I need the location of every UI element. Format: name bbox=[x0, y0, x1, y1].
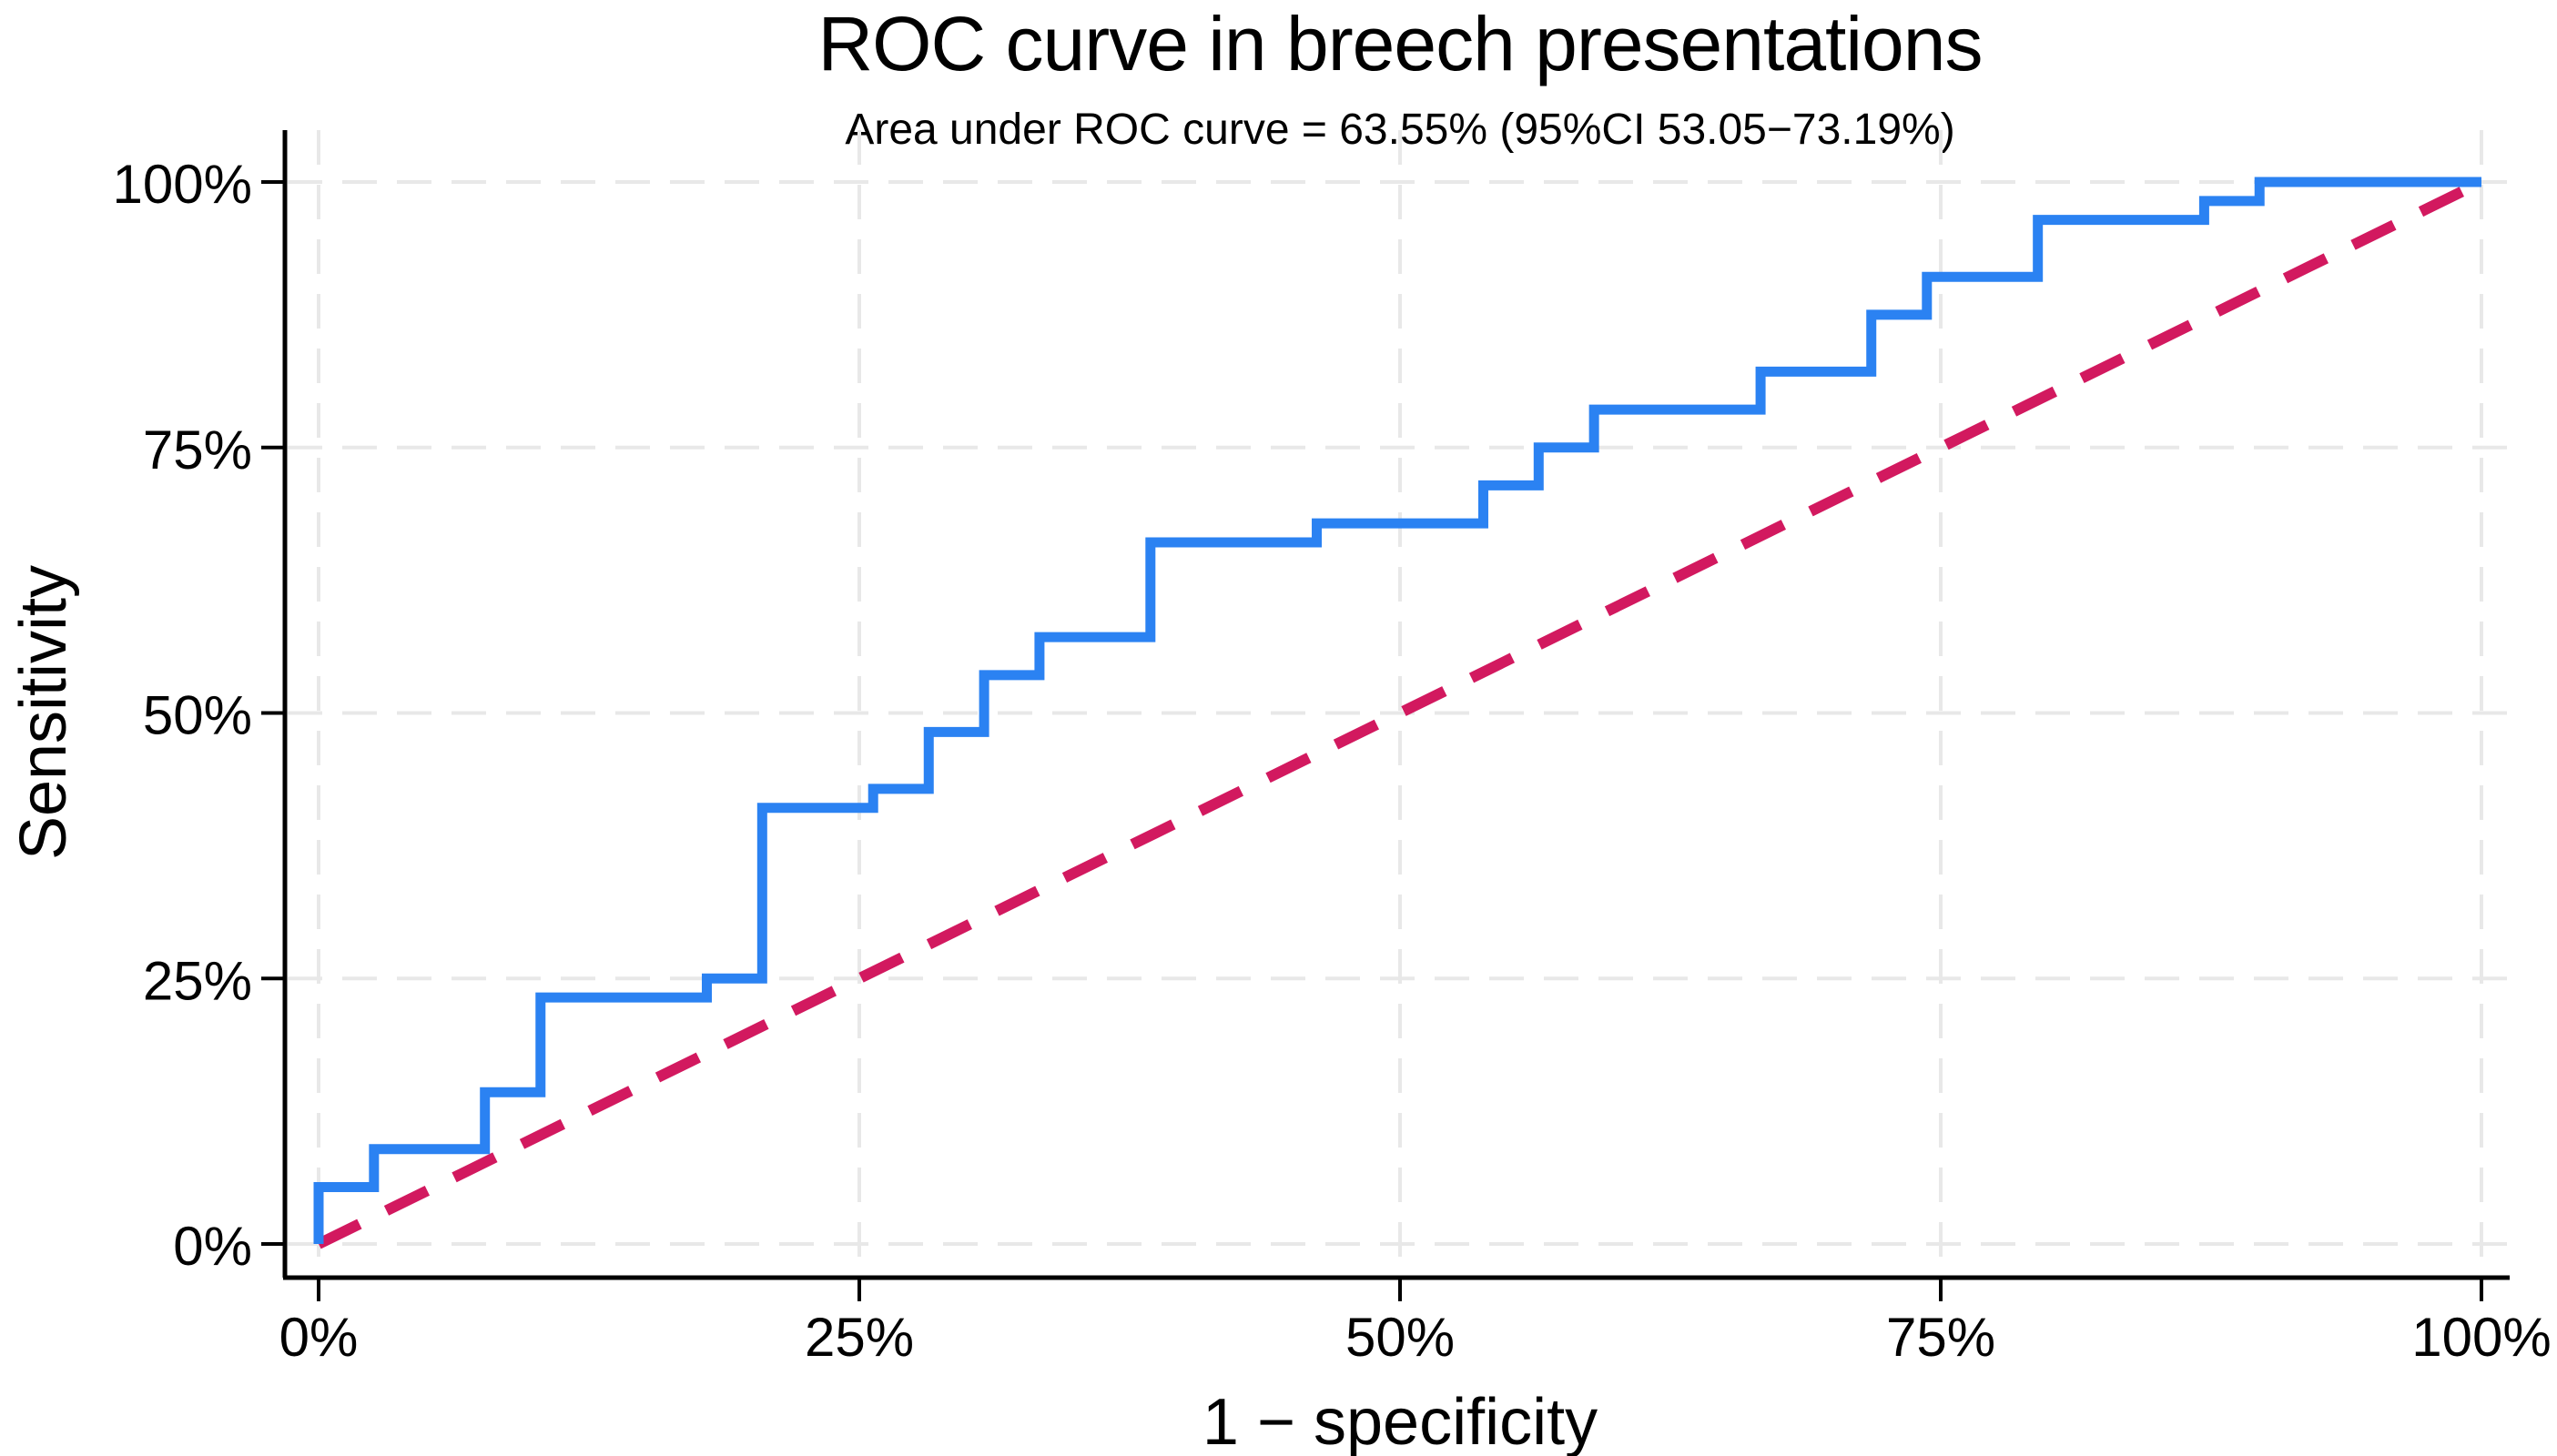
y-tick-label: 0% bbox=[173, 1216, 252, 1277]
reference-diagonal-line bbox=[316, 177, 2484, 1249]
y-tick-label: 100% bbox=[113, 154, 252, 215]
y-tick-label: 25% bbox=[143, 950, 252, 1011]
x-tick-label: 75% bbox=[1886, 1307, 1995, 1368]
roc-curve bbox=[313, 177, 2481, 1244]
x-tick-label: 25% bbox=[805, 1307, 914, 1368]
y-tick-label: 50% bbox=[143, 685, 252, 746]
y-axis-title: Sensitivity bbox=[7, 564, 80, 861]
x-tick-label: 100% bbox=[2411, 1307, 2551, 1368]
chart-title: ROC curve in breech presentations bbox=[817, 1, 1984, 86]
x-tick-label: 50% bbox=[1345, 1307, 1455, 1368]
y-tick-label: 75% bbox=[143, 420, 252, 480]
x-tick-label: 0% bbox=[279, 1307, 359, 1368]
x-axis-title: 1 − specificity bbox=[1202, 1386, 1598, 1456]
